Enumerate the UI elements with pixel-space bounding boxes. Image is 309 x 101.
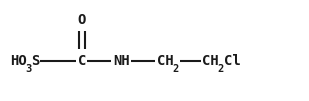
Text: O: O [78, 13, 86, 27]
Text: S: S [31, 54, 40, 68]
Text: C: C [78, 54, 86, 68]
Text: 2: 2 [172, 64, 178, 74]
Text: CH: CH [202, 54, 218, 68]
Text: HO: HO [10, 54, 27, 68]
Text: 3: 3 [26, 64, 32, 74]
Text: NH: NH [114, 54, 130, 68]
Text: CH: CH [157, 54, 174, 68]
Text: Cl: Cl [224, 54, 241, 68]
Text: 2: 2 [217, 64, 223, 74]
